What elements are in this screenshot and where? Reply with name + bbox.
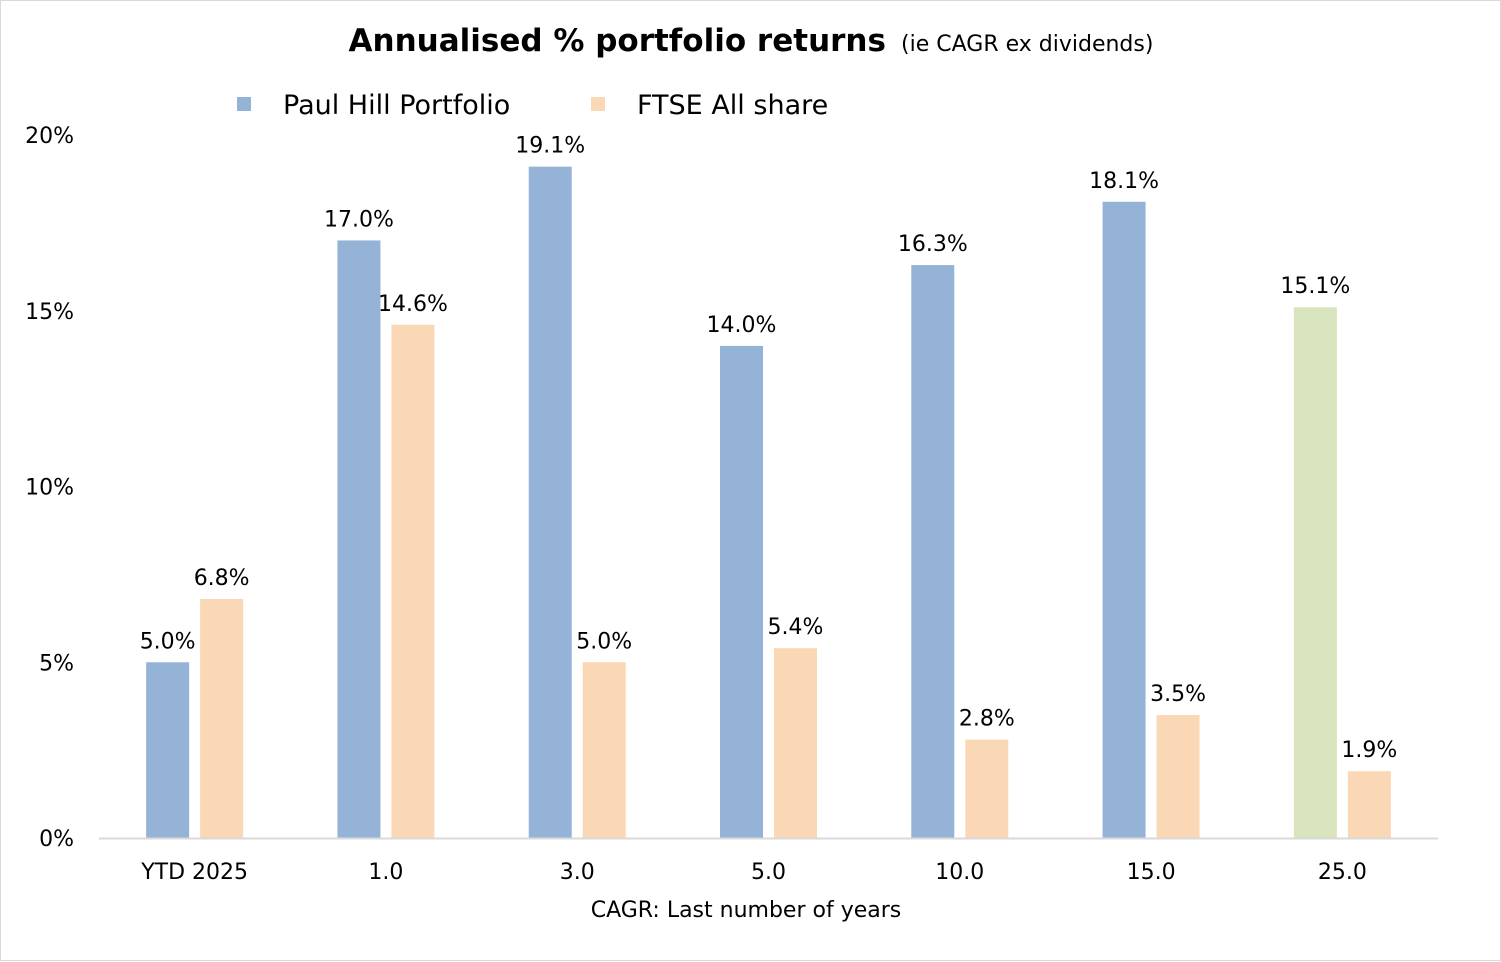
x-tick-label: 5.0 [751, 860, 786, 885]
data-label: 19.1% [515, 134, 585, 159]
y-tick-label: 0% [39, 827, 74, 852]
x-tick-label: 10.0 [935, 860, 984, 885]
x-tick-label: 15.0 [1127, 860, 1176, 885]
bar [1156, 714, 1200, 838]
x-axis: YTD 2025 1.0 3.0 5.0 10.0 15.0 25.0 [99, 837, 1438, 885]
bar [1102, 201, 1146, 838]
bar-group: 15.1% 1.9% [1280, 274, 1397, 838]
bar [146, 662, 190, 838]
x-axis-title: CAGR: Last number of years [591, 898, 902, 923]
y-tick-label: 5% [39, 651, 74, 676]
chart-title-main: Annualised % portfolio returns [349, 23, 886, 59]
data-label: 17.0% [324, 207, 394, 232]
y-tick-label: 15% [25, 300, 74, 325]
data-label: 5.0% [140, 629, 196, 654]
legend: Paul Hill Portfolio FTSE All share [237, 90, 828, 121]
data-label: 18.1% [1089, 169, 1159, 194]
x-tick-label: YTD 2025 [140, 860, 248, 885]
legend-item: FTSE All share [591, 90, 828, 121]
bar-group: 14.0% 5.4% [707, 313, 824, 838]
data-label: 5.0% [576, 629, 632, 654]
data-label: 16.3% [898, 232, 968, 257]
data-label: 15.1% [1280, 274, 1350, 299]
bar [391, 324, 435, 838]
bar [200, 598, 244, 838]
bar-group: 16.3% 2.8% [898, 232, 1015, 838]
data-label: 14.0% [707, 313, 777, 338]
legend-swatch [237, 97, 251, 111]
bar [911, 265, 955, 838]
data-label: 3.5% [1150, 682, 1206, 707]
legend-label: Paul Hill Portfolio [283, 90, 510, 121]
data-label: 2.8% [959, 707, 1015, 732]
data-label: 6.8% [194, 566, 250, 591]
x-tick-label: 25.0 [1318, 860, 1367, 885]
bar-group: 17.0% 14.6% [324, 207, 448, 838]
chart-title: Annualised % portfolio returns (ie CAGR … [349, 23, 1154, 59]
bars: 5.0% 6.8% 17.0% 14.6% 19.1% 5.0% 14.0% 5.4% 16.3… [140, 134, 1397, 838]
x-tick-label: 3.0 [560, 860, 595, 885]
y-tick-label: 20% [25, 124, 74, 149]
y-axis: 0% 5% 10% 15% 20% [25, 124, 74, 852]
bar-group: 18.1% 3.5% [1089, 169, 1206, 838]
chart-subtitle: (ie CAGR ex dividends) [901, 32, 1153, 57]
bar [528, 166, 572, 838]
legend-label: FTSE All share [637, 90, 828, 121]
x-tick-label: 1.0 [368, 860, 403, 885]
legend-item: Paul Hill Portfolio [237, 90, 510, 121]
bar [582, 662, 626, 838]
bar [1293, 307, 1337, 838]
bar [720, 345, 763, 838]
bar [774, 648, 817, 838]
y-tick-label: 10% [25, 476, 74, 501]
legend-swatch [591, 97, 605, 111]
bar-group: 5.0% 6.8% [140, 566, 250, 838]
bar [1347, 771, 1391, 838]
data-label: 14.6% [378, 292, 448, 317]
bar [965, 739, 1009, 838]
data-label: 5.4% [768, 615, 824, 640]
bar [337, 240, 381, 838]
data-label: 1.9% [1341, 738, 1397, 763]
bar-group: 19.1% 5.0% [515, 134, 632, 838]
